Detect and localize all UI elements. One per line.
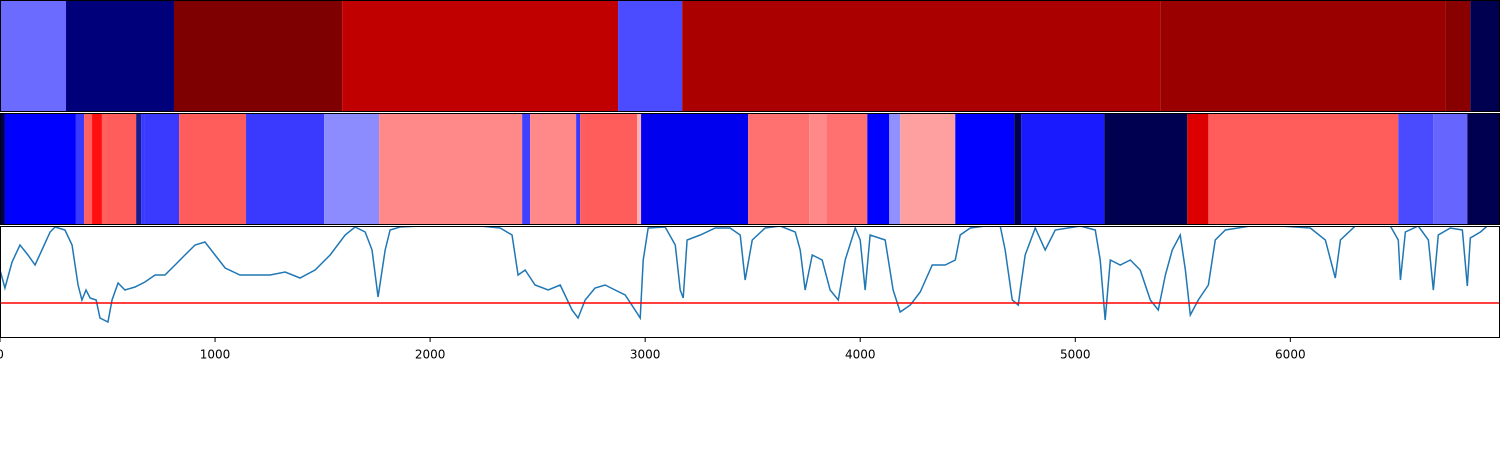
x-tick-label: 5000 (1060, 348, 1091, 362)
segment (576, 113, 581, 225)
segment (84, 113, 93, 225)
segment (637, 113, 642, 225)
segment (682, 0, 1161, 112)
segment (246, 113, 325, 225)
segment (106, 113, 137, 225)
segment (173, 0, 343, 112)
segment (618, 0, 683, 112)
segment (179, 113, 247, 225)
signal-line (0, 226, 1488, 324)
segment (1187, 113, 1209, 225)
segment (141, 113, 145, 225)
segment (75, 113, 85, 225)
segment (342, 0, 619, 112)
segment (4, 113, 76, 225)
x-tick-label: 1000 (200, 348, 231, 362)
segment (580, 113, 638, 225)
segment (1104, 113, 1188, 225)
segment (0, 0, 67, 112)
segment (0, 113, 5, 225)
segment (1014, 113, 1022, 225)
panel-frame (0, 226, 1500, 338)
segment (136, 113, 142, 225)
segment (1433, 113, 1468, 225)
segment (809, 113, 827, 225)
segment (1160, 0, 1446, 112)
segment (867, 113, 890, 225)
segment (641, 113, 749, 225)
segment (530, 113, 577, 225)
x-tick-label: 6000 (1275, 348, 1306, 362)
segment (324, 113, 380, 225)
segment (1208, 113, 1399, 225)
segment (66, 0, 174, 112)
x-tick-label: 3000 (630, 348, 661, 362)
segment (955, 113, 1015, 225)
segment (748, 113, 810, 225)
segment (900, 113, 956, 225)
segment (1470, 0, 1500, 112)
segment (379, 113, 523, 225)
segment (1467, 113, 1500, 225)
segment (92, 113, 102, 225)
segment (826, 113, 868, 225)
segment (1445, 0, 1471, 112)
x-tick-label: 4000 (845, 348, 876, 362)
x-tick-label: 0 (0, 348, 4, 362)
segment (889, 113, 901, 225)
segment (1021, 113, 1105, 225)
segment (522, 113, 531, 225)
segment (101, 113, 107, 225)
segment (144, 113, 180, 225)
x-tick-label: 2000 (415, 348, 446, 362)
segment (1398, 113, 1434, 225)
